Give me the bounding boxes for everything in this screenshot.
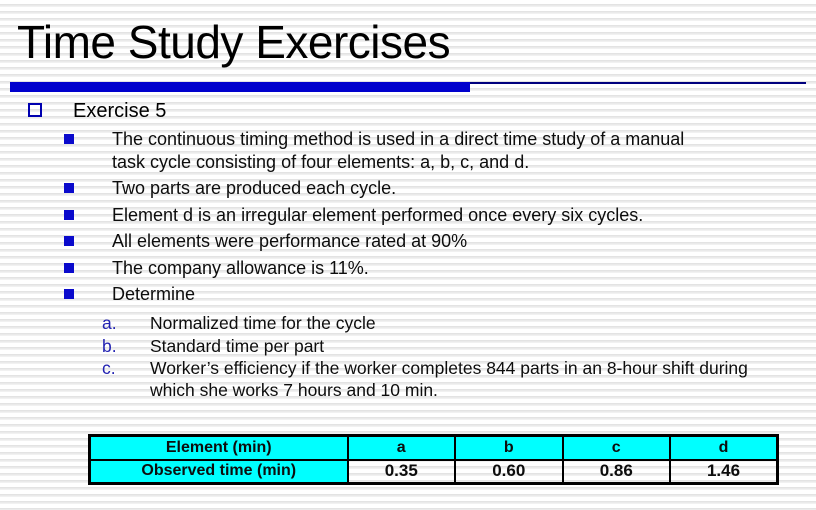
list-item: Element d is an irregular element perfor…: [64, 204, 704, 227]
list-item: The continuous timing method is used in …: [64, 128, 704, 173]
list-item: All elements were performance rated at 9…: [64, 230, 704, 253]
table-cell: 0.86: [561, 458, 671, 485]
bullet-text: The company allowance is 11%.: [112, 257, 369, 278]
list-item: Determine: [64, 283, 704, 306]
list-item: c. Worker’s efficiency if the worker com…: [102, 358, 748, 401]
observed-times-table: Element (min) a b c d Observed time (min…: [88, 434, 779, 485]
bullet-text: Element d is an irregular element perfor…: [112, 204, 644, 225]
table-row: Observed time (min) 0.35 0.60 0.86 1.46: [88, 458, 779, 485]
bullet-text: The continuous timing method is used in …: [112, 129, 685, 172]
hollow-square-bullet-icon: [28, 103, 42, 117]
bullet-square-icon: [64, 289, 74, 299]
list-item: b. Standard time per part: [102, 336, 748, 358]
bullet-square-icon: [64, 262, 74, 273]
table-header-row: Element (min) a b c d: [88, 434, 779, 461]
table-header-cell: Element (min): [88, 434, 349, 461]
determine-list: a. Normalized time for the cycle b. Stan…: [102, 313, 748, 402]
determine-item-text: Normalized time for the cycle: [150, 313, 376, 333]
bullet-square-icon: [64, 236, 74, 246]
list-item: The company allowance is 11%.: [64, 257, 704, 280]
title-underline-bar: [10, 82, 470, 92]
table-cell: 0.35: [346, 458, 456, 485]
bullet-text: Determine: [112, 284, 196, 304]
page-title: Time Study Exercises: [17, 16, 451, 68]
table-header-cell: b: [454, 434, 564, 461]
list-letter: b.: [102, 335, 117, 356]
bullet-square-icon: [64, 183, 74, 193]
bullet-text: All elements were performance rated at 9…: [112, 231, 468, 251]
exercise-heading: Exercise 5: [73, 100, 167, 122]
list-item: a. Normalized time for the cycle: [102, 313, 748, 335]
list-item: Two parts are produced each cycle.: [64, 177, 704, 200]
bullet-list: The continuous timing method is used in …: [64, 128, 704, 310]
exercise-heading-row: Exercise 5: [28, 100, 166, 123]
table-header-cell: d: [669, 434, 779, 461]
bullet-square-icon: [64, 134, 74, 144]
table-header-cell: a: [346, 434, 456, 461]
table-row-label: Observed time (min): [88, 458, 349, 485]
bullet-square-icon: [64, 209, 74, 220]
list-letter: c.: [102, 358, 116, 378]
determine-item-text: Standard time per part: [150, 335, 325, 356]
list-letter: a.: [102, 313, 117, 333]
determine-item-text: Worker’s efficiency if the worker comple…: [150, 358, 748, 400]
table-header-cell: c: [561, 434, 671, 461]
table-cell: 0.60: [454, 458, 564, 485]
bullet-text: Two parts are produced each cycle.: [112, 178, 397, 198]
table-cell: 1.46: [669, 458, 779, 485]
